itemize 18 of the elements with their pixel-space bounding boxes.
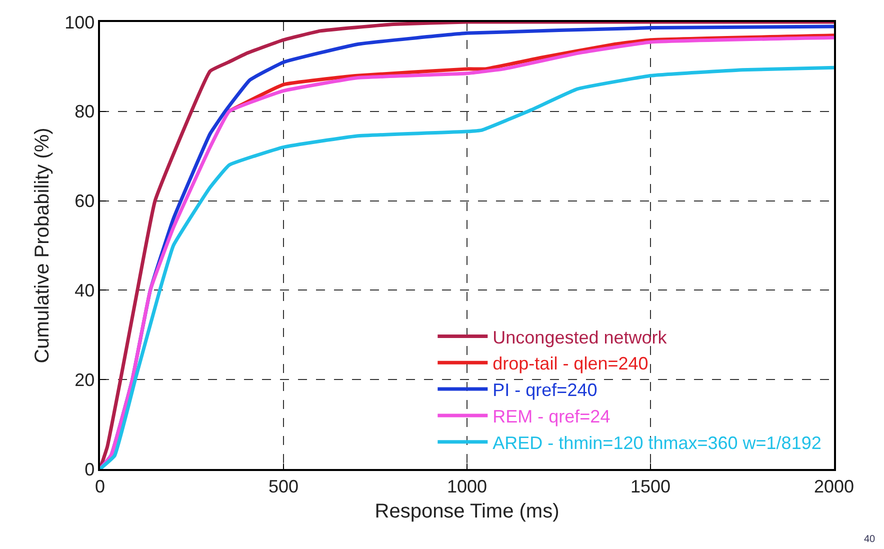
y-tick-label: 40 xyxy=(74,280,95,300)
x-tick-label: 1500 xyxy=(630,476,671,496)
x-tick-label: 1000 xyxy=(446,476,488,496)
x-axis-title: Response Time (ms) xyxy=(374,500,560,522)
x-tick-label: 2000 xyxy=(814,476,854,496)
legend-label: PI - qref=240 xyxy=(492,380,598,400)
y-tick-label: 0 xyxy=(84,459,95,480)
y-axis-title: Cumulative Probability (%) xyxy=(32,128,54,364)
y-tick-label: 20 xyxy=(74,370,95,390)
y-tick-label: 80 xyxy=(74,102,95,122)
y-tick-label: 60 xyxy=(74,191,95,212)
text: 40 xyxy=(864,534,876,545)
legend-label: Uncongested network xyxy=(492,327,668,348)
y-tick-label: 100 xyxy=(64,12,95,32)
legend-label: REM - qref=24 xyxy=(492,406,610,426)
x-tick-label: 500 xyxy=(268,476,299,496)
legend-label: ARED - thmin=120 thmax=360 w=1/8192 xyxy=(492,432,822,453)
legend-label: drop-tail - qlen=240 xyxy=(492,354,648,374)
